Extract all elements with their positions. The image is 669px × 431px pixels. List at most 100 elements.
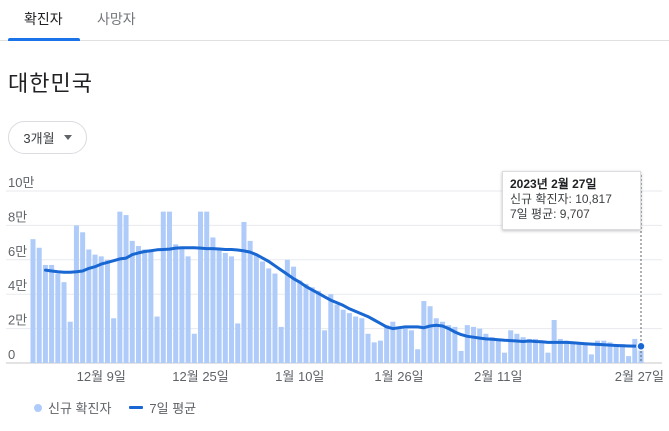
case-bar[interactable] bbox=[588, 354, 594, 363]
case-bar[interactable] bbox=[241, 221, 247, 363]
case-bar[interactable] bbox=[533, 338, 539, 363]
case-bar[interactable] bbox=[526, 338, 532, 363]
case-bar[interactable] bbox=[55, 273, 61, 363]
case-bar[interactable] bbox=[204, 211, 210, 363]
case-bar[interactable] bbox=[365, 333, 371, 363]
case-bar[interactable] bbox=[111, 318, 117, 363]
case-bar[interactable] bbox=[613, 344, 619, 363]
case-bar[interactable] bbox=[353, 316, 359, 363]
case-bar[interactable] bbox=[340, 309, 346, 363]
case-bar[interactable] bbox=[396, 326, 402, 363]
case-bar[interactable] bbox=[626, 356, 632, 363]
case-bar[interactable] bbox=[483, 333, 489, 363]
case-bar[interactable] bbox=[495, 338, 501, 363]
case-bar[interactable] bbox=[557, 338, 563, 363]
case-bar[interactable] bbox=[390, 321, 396, 363]
case-bar[interactable] bbox=[104, 259, 110, 363]
case-bar[interactable] bbox=[229, 256, 235, 363]
case-bar[interactable] bbox=[564, 340, 570, 363]
case-bar[interactable] bbox=[30, 239, 36, 363]
case-bar[interactable] bbox=[502, 352, 508, 363]
case-bar[interactable] bbox=[272, 273, 278, 363]
case-bar[interactable] bbox=[129, 240, 135, 363]
case-bar[interactable] bbox=[632, 338, 638, 363]
case-bar[interactable] bbox=[160, 211, 166, 363]
case-bar[interactable] bbox=[545, 352, 551, 363]
case-bar[interactable] bbox=[315, 290, 321, 363]
case-bar[interactable] bbox=[439, 321, 445, 363]
case-bar[interactable] bbox=[638, 344, 644, 363]
case-bar[interactable] bbox=[470, 326, 476, 363]
case-bar[interactable] bbox=[284, 259, 290, 363]
case-bar[interactable] bbox=[303, 283, 309, 363]
case-bar[interactable] bbox=[154, 316, 160, 363]
case-bar[interactable] bbox=[508, 330, 514, 363]
case-bar[interactable] bbox=[123, 215, 129, 363]
case-bar[interactable] bbox=[346, 313, 352, 363]
case-bar[interactable] bbox=[297, 280, 303, 363]
case-bar[interactable] bbox=[49, 264, 55, 363]
case-bar[interactable] bbox=[216, 247, 222, 363]
case-bar[interactable] bbox=[415, 349, 421, 363]
case-bar[interactable] bbox=[458, 350, 464, 363]
case-bar[interactable] bbox=[173, 244, 179, 363]
case-bar[interactable] bbox=[253, 254, 259, 363]
case-bar[interactable] bbox=[73, 225, 79, 363]
case-bar[interactable] bbox=[601, 340, 607, 363]
case-bar[interactable] bbox=[607, 342, 613, 363]
case-bar[interactable] bbox=[61, 282, 67, 363]
cases-chart[interactable]: 0 2만 4만 6만 8만 10만 12월 9일 12월 25일 1월 10일 1월 26일 2월… bbox=[0, 175, 669, 390]
case-bar[interactable] bbox=[421, 301, 427, 363]
case-bar[interactable] bbox=[619, 344, 625, 363]
case-bar[interactable] bbox=[446, 325, 452, 363]
case-bar[interactable] bbox=[210, 237, 216, 363]
case-bar[interactable] bbox=[142, 249, 148, 363]
case-bar[interactable] bbox=[278, 326, 284, 363]
tab-cases[interactable]: 확진자 bbox=[24, 11, 63, 27]
case-bar[interactable] bbox=[98, 256, 104, 363]
case-bar[interactable] bbox=[452, 326, 458, 363]
case-bar[interactable] bbox=[260, 261, 266, 363]
case-bar[interactable] bbox=[247, 240, 253, 363]
case-bar[interactable] bbox=[576, 342, 582, 363]
time-range-dropdown[interactable]: 3개월 bbox=[8, 121, 87, 154]
case-bar[interactable] bbox=[36, 247, 42, 363]
case-bar[interactable] bbox=[402, 328, 408, 363]
tab-deaths[interactable]: 사망자 bbox=[97, 11, 136, 27]
case-bar[interactable] bbox=[291, 266, 297, 363]
case-bar[interactable] bbox=[359, 318, 365, 363]
case-bar[interactable] bbox=[117, 211, 123, 363]
case-bar[interactable] bbox=[408, 330, 414, 363]
case-bar[interactable] bbox=[266, 268, 272, 363]
case-bar[interactable] bbox=[427, 306, 433, 363]
case-bar[interactable] bbox=[309, 287, 315, 363]
case-bar[interactable] bbox=[520, 337, 526, 363]
case-bar[interactable] bbox=[86, 249, 92, 363]
case-bar[interactable] bbox=[322, 330, 328, 363]
case-bar[interactable] bbox=[235, 323, 241, 363]
case-bar[interactable] bbox=[514, 333, 520, 363]
case-bar[interactable] bbox=[191, 333, 197, 363]
case-bar[interactable] bbox=[185, 256, 191, 363]
case-bar[interactable] bbox=[166, 211, 172, 363]
case-bar[interactable] bbox=[384, 325, 390, 363]
case-bar[interactable] bbox=[377, 340, 383, 363]
case-bar[interactable] bbox=[489, 337, 495, 363]
case-bar[interactable] bbox=[198, 211, 204, 363]
case-bar[interactable] bbox=[570, 342, 576, 363]
case-bar[interactable] bbox=[371, 342, 377, 363]
case-bar[interactable] bbox=[80, 232, 86, 363]
case-bar[interactable] bbox=[222, 252, 228, 363]
case-bar[interactable] bbox=[179, 247, 185, 363]
case-bar[interactable] bbox=[135, 246, 141, 363]
case-bar[interactable] bbox=[539, 340, 545, 363]
case-bar[interactable] bbox=[148, 251, 154, 363]
case-bar[interactable] bbox=[328, 294, 334, 363]
case-bar[interactable] bbox=[595, 340, 601, 363]
case-bar[interactable] bbox=[67, 321, 73, 363]
case-bar[interactable] bbox=[477, 328, 483, 363]
case-bar[interactable] bbox=[582, 344, 588, 363]
case-bar[interactable] bbox=[92, 254, 98, 363]
case-bar[interactable] bbox=[464, 325, 470, 363]
case-bar[interactable] bbox=[433, 318, 439, 363]
